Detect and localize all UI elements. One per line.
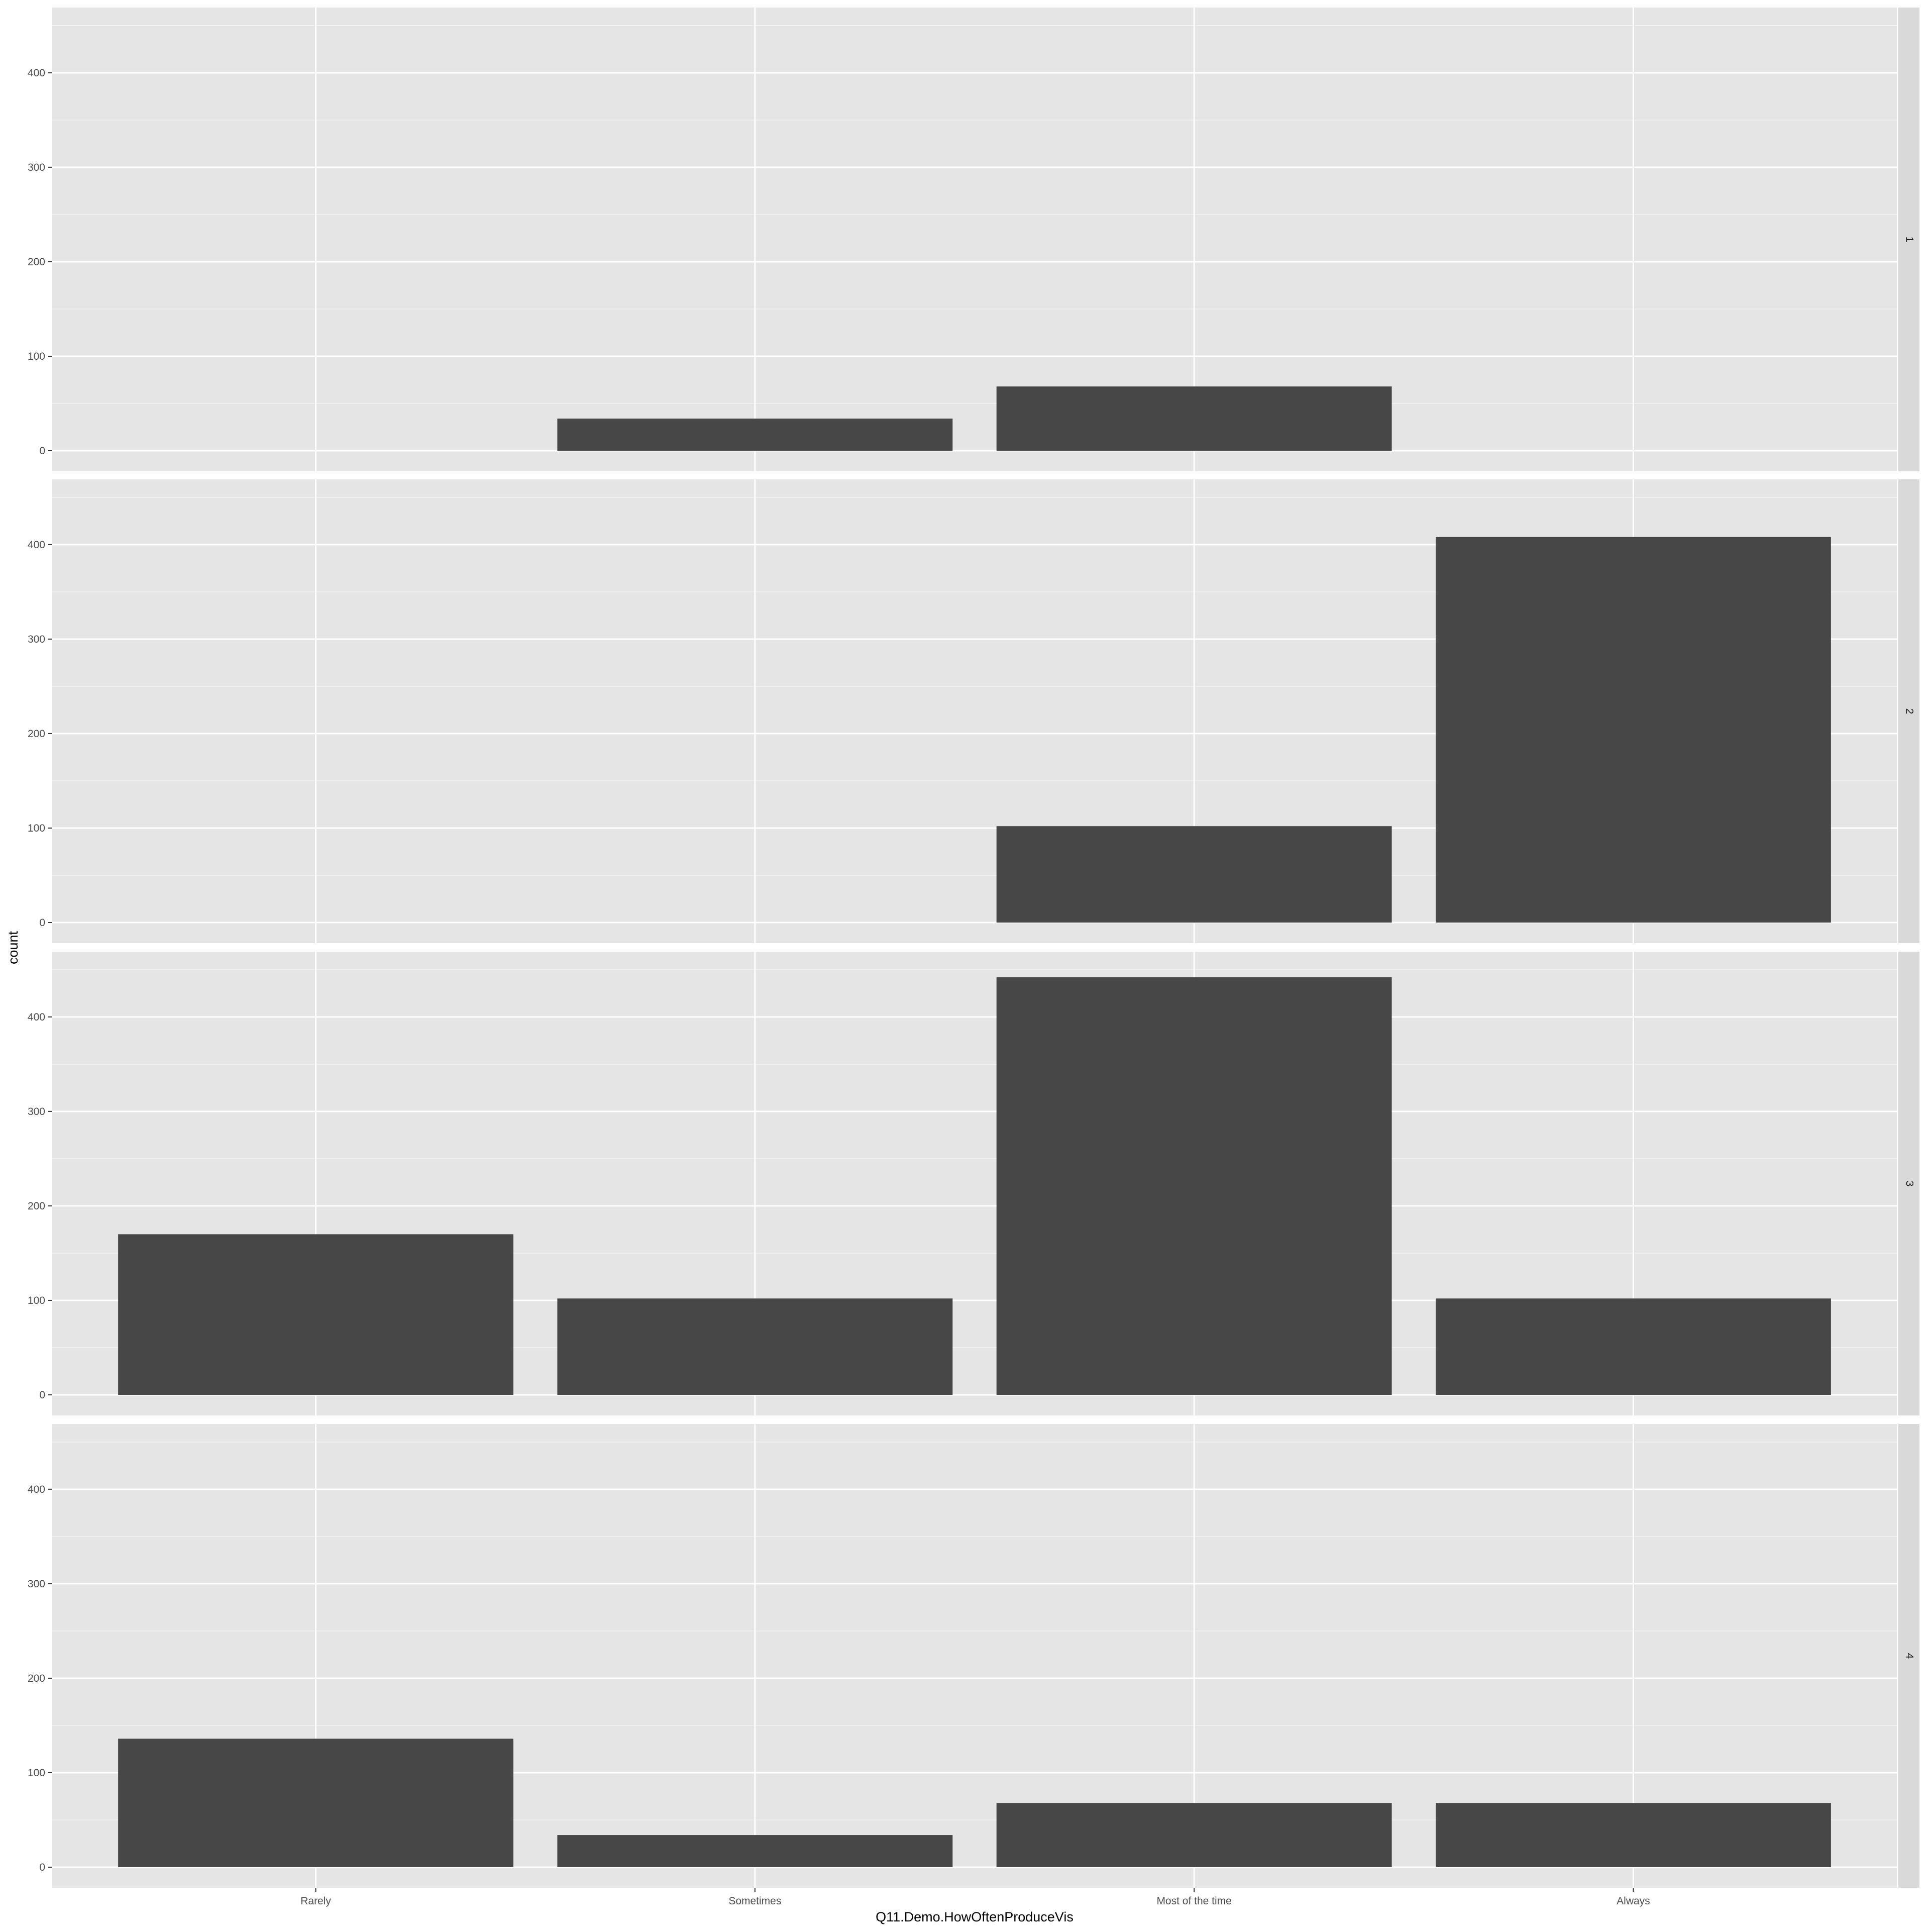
y-tick-label: 400	[28, 67, 45, 79]
y-tick-label: 200	[28, 1673, 45, 1684]
facet-strip-label: 4	[1903, 1653, 1915, 1659]
y-tick-label: 300	[28, 162, 45, 173]
y-tick-label: 0	[39, 1862, 45, 1873]
x-tick-label: Sometimes	[728, 1895, 781, 1907]
facet-panel-1: 0 100 200 300 400 1	[28, 8, 1919, 471]
facet-panel-4: 0 100 200 300 400 4 Rarely Sometimes Most of the…	[28, 1424, 1919, 1907]
facet-strip	[1898, 8, 1919, 471]
y-tick-label: 200	[28, 256, 45, 268]
facet-panel-2: 0 100 200 300 400 2	[28, 479, 1919, 943]
bar-1-2	[996, 386, 1392, 451]
y-tick-label: 100	[28, 823, 45, 834]
bar-3-0	[118, 1234, 514, 1395]
bar-4-3	[1436, 1803, 1831, 1867]
bar-2-2	[996, 826, 1392, 923]
y-tick-label: 300	[28, 1106, 45, 1117]
y-tick-label: 100	[28, 1767, 45, 1779]
y-tick-label: 300	[28, 634, 45, 645]
y-tick-label: 400	[28, 1011, 45, 1023]
bar-3-3	[1436, 1298, 1831, 1395]
y-tick-label: 100	[28, 351, 45, 362]
bar-3-2	[996, 977, 1392, 1395]
facet-panel-3: 0 100 200 300 400 3	[28, 952, 1919, 1415]
bar-1-1	[557, 419, 953, 451]
y-tick-label: 400	[28, 539, 45, 551]
y-tick-label: 0	[39, 445, 45, 457]
x-tick-label: Most of the time	[1156, 1895, 1231, 1907]
y-tick-label: 100	[28, 1295, 45, 1306]
y-tick-label: 0	[39, 1389, 45, 1401]
y-tick-label: 200	[28, 728, 45, 740]
y-tick-label: 200	[28, 1200, 45, 1212]
facet-strip	[1898, 952, 1919, 1415]
facet-strip-label: 1	[1903, 237, 1915, 243]
panel-background	[52, 8, 1897, 471]
bar-4-0	[118, 1739, 514, 1867]
bar-3-1	[557, 1298, 953, 1395]
x-axis-title: Q11.Demo.HowOftenProduceVis	[876, 1909, 1074, 1924]
y-tick-label: 300	[28, 1578, 45, 1590]
bar-2-3	[1436, 537, 1831, 923]
facet-strip	[1898, 1424, 1919, 1888]
y-tick-label: 400	[28, 1484, 45, 1495]
x-tick-label: Always	[1617, 1895, 1650, 1907]
y-axis-title: count	[6, 931, 21, 964]
bar-4-2	[996, 1803, 1392, 1867]
facet-strip	[1898, 479, 1919, 943]
facet-strip-label: 2	[1903, 708, 1915, 715]
facet-strip-label: 3	[1903, 1181, 1915, 1187]
x-tick-label: Rarely	[300, 1895, 331, 1907]
bar-4-1	[557, 1835, 953, 1867]
y-tick-label: 0	[39, 917, 45, 929]
